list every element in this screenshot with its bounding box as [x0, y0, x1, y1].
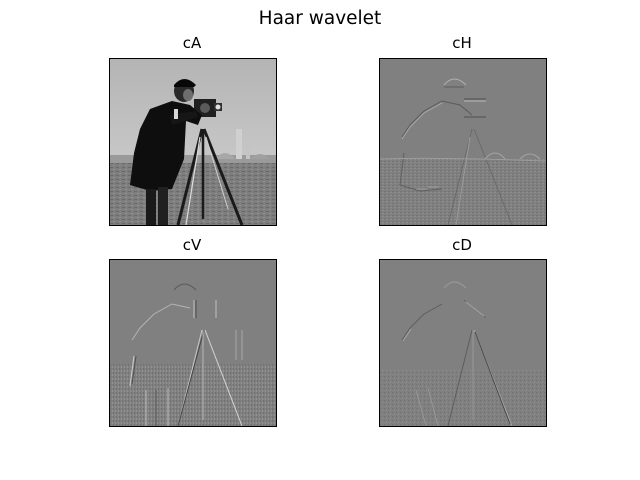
panel-ca-image: [109, 58, 277, 226]
panel-ch-image: [379, 58, 547, 226]
vertical-detail-coefficients: [110, 260, 276, 426]
panel-title-ch: cH: [452, 34, 472, 52]
panel-title-cd: cD: [452, 236, 472, 254]
diagonal-detail-coefficients: [380, 260, 546, 426]
figure-title: Haar wavelet: [258, 8, 382, 29]
panel-cv-image: [109, 259, 277, 427]
panel-title-cv: cV: [182, 236, 202, 254]
cameraman-approximation: [110, 59, 276, 225]
cameraman-coat: [130, 101, 202, 191]
tower: [236, 129, 242, 159]
horizontal-detail-coefficients: [380, 59, 546, 225]
panel-cd-image: [379, 259, 547, 427]
panel-title-ca: cA: [182, 34, 202, 52]
